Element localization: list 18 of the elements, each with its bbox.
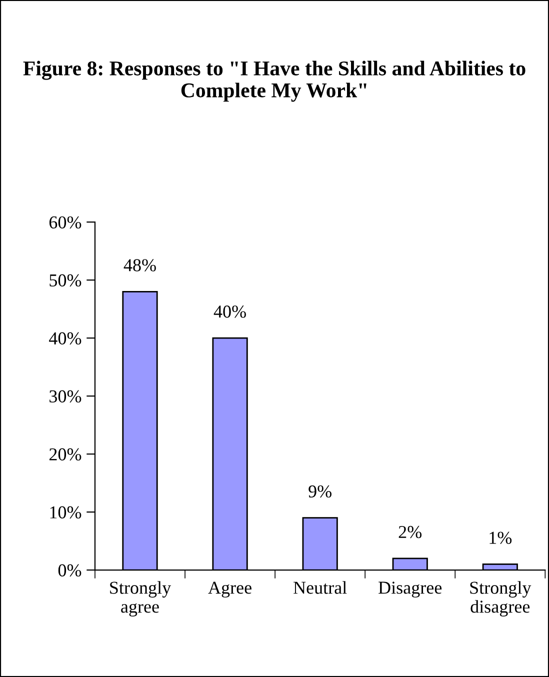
- y-tick-label: 50%: [50, 274, 82, 287]
- y-tick-label: 0%: [58, 564, 82, 577]
- x-tick-label: Agree: [208, 582, 252, 598]
- y-tick-label: 20%: [49, 448, 82, 461]
- chart-title: Figure 8: Responses to "I Have the Skills and Abilities to Complete My Work": [23, 60, 526, 102]
- y-tick-label: 30%: [50, 390, 82, 403]
- y-tick-label: 10%: [50, 506, 82, 519]
- data-label: 9%: [308, 485, 332, 498]
- x-tick-label: Neutral: [294, 581, 347, 594]
- data-label: 1%: [490, 532, 512, 544]
- data-label: 2%: [398, 526, 422, 538]
- x-tick-label: Strongly agree: [110, 581, 172, 616]
- data-label: 40%: [214, 306, 246, 318]
- x-tick-label: Strongly disagree: [470, 581, 532, 616]
- y-tick-label: 60%: [49, 216, 82, 229]
- data-label: 48%: [124, 259, 156, 272]
- x-tick-label: Disagree: [378, 582, 442, 598]
- y-tick-label: 40%: [49, 332, 82, 345]
